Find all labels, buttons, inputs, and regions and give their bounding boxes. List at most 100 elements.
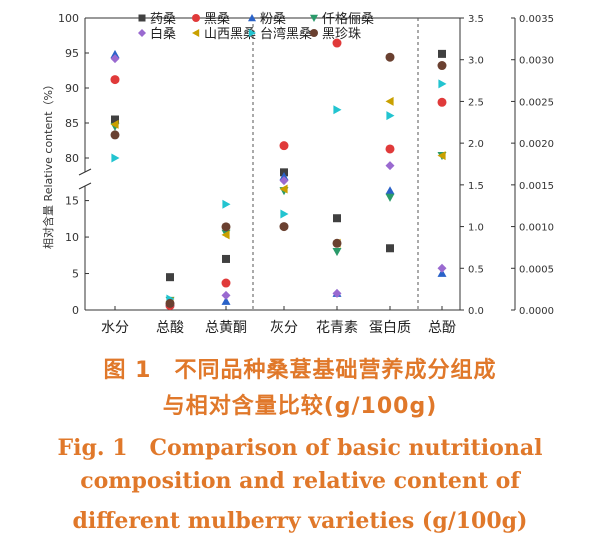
legend-label: 白桑 (150, 26, 176, 42)
legend-label: 药桑 (150, 12, 176, 27)
right2-tick-label: 0.0010 (519, 223, 554, 234)
data-point (110, 49, 120, 58)
data-point (385, 161, 395, 171)
right1-tick-label: 0.0 (468, 306, 484, 317)
caption-cn-line1: 图 1 不同品种桑葚基础营养成分组成 (103, 358, 497, 383)
data-point (386, 111, 395, 121)
right2-tick-label: 0.0005 (519, 264, 554, 275)
data-point (111, 115, 119, 124)
data-point (221, 230, 230, 240)
legend-marker (310, 14, 318, 22)
data-point (221, 278, 231, 288)
right1-tick-label: 3.5 (468, 14, 484, 25)
left-tick-label: 10 (65, 231, 79, 244)
data-point (166, 273, 174, 282)
legend-marker (310, 29, 318, 37)
caption-en-line2: composition and relative content of (80, 468, 520, 494)
left-tick-label: 15 (65, 195, 79, 208)
right2-tick-label: 0.0015 (519, 181, 554, 192)
data-point (221, 222, 231, 232)
data-point (110, 75, 120, 85)
data-point (110, 119, 119, 129)
chart: 80 85 90 95 100 0 5 10 15 0.0 0.5 1.0 1.5 2.0 2.5 3.0 3.… (41, 11, 554, 336)
data-point (385, 186, 395, 195)
data-point (279, 176, 289, 186)
axis-break-mark (78, 168, 92, 176)
data-point (222, 199, 231, 209)
x-tick-label: 花青素 (316, 320, 358, 336)
data-point (437, 263, 447, 273)
data-point (111, 153, 120, 163)
left-tick-label: 80 (65, 152, 79, 165)
right2-tick-label: 0.0000 (519, 306, 554, 317)
legend-marker (248, 29, 256, 37)
legend-label: 粉桑 (260, 12, 286, 27)
legend-marker (192, 14, 200, 22)
right1-tick-label: 0.5 (468, 264, 484, 275)
legend-marker (192, 29, 200, 37)
right1-tick-label: 2.0 (468, 139, 484, 150)
data-point (279, 141, 289, 151)
data-point (333, 105, 342, 115)
x-tick-label: 灰分 (270, 320, 298, 336)
caption-en-line3: different mulberry varieties (g/100g) (72, 508, 528, 534)
x-tick-label: 总酸 (156, 320, 184, 336)
right1-tick-label: 1.0 (468, 223, 484, 234)
legend-label: 黑桑 (204, 12, 230, 27)
right2-tick-label: 0.0030 (519, 56, 554, 67)
legend-marker (138, 14, 146, 22)
data-point (437, 268, 447, 277)
left-tick-label: 85 (65, 117, 79, 130)
data-point (332, 248, 342, 257)
data-point (279, 184, 288, 194)
data-point (437, 61, 447, 71)
data-point (385, 193, 395, 202)
data-point (438, 49, 446, 58)
data-point (385, 52, 395, 62)
right2-tick-label: 0.0020 (519, 139, 554, 150)
left-tick-label: 95 (65, 47, 79, 60)
caption-en-line1: Fig. 1 Comparison of basic nutritional (57, 435, 543, 461)
data-point (221, 290, 231, 300)
data-point (280, 209, 289, 219)
legend-label: 仟格俪桑 (322, 11, 374, 27)
data-point (110, 54, 120, 64)
caption-cn-line2: 与相对含量比较(g/100g) (162, 394, 438, 419)
data-point (386, 244, 394, 253)
right1-tick-label: 2.5 (468, 97, 484, 108)
right2-tick-label: 0.0035 (519, 14, 554, 25)
data-point (110, 130, 120, 140)
data-point (438, 79, 447, 89)
legend-label: 黑珍珠 (322, 27, 361, 42)
left-tick-label: 100 (58, 12, 79, 25)
legend-marker (138, 29, 146, 37)
left-tick-label: 90 (65, 82, 79, 95)
data-point (437, 97, 447, 107)
data-point (333, 214, 341, 223)
right1-tick-label: 1.5 (468, 181, 484, 192)
right2-tick-label: 0.0025 (519, 97, 554, 108)
legend-label: 台湾黑桑 (260, 26, 312, 42)
data-point (165, 298, 175, 308)
x-tick-label: 水分 (101, 320, 129, 336)
left-tick-label: 0 (72, 304, 79, 317)
data-point (332, 288, 342, 298)
legend-marker (248, 14, 256, 22)
left-tick-label: 5 (72, 268, 79, 281)
y-axis-label: 相对含量 Relative content（%） (41, 79, 55, 249)
legend-label: 山西黑桑 (204, 27, 256, 42)
data-point (279, 222, 289, 232)
axis-break-mark (78, 182, 92, 190)
data-point (279, 172, 289, 181)
data-point (332, 238, 342, 248)
x-tick-label: 总酚 (428, 320, 456, 336)
x-tick-label: 蛋白质 (369, 320, 411, 336)
x-tick-label: 总黄酮 (205, 319, 247, 336)
data-point (385, 144, 395, 154)
data-point (221, 296, 231, 305)
right1-tick-label: 3.0 (468, 56, 484, 67)
data-point (332, 38, 342, 48)
data-point (437, 151, 446, 161)
data-point (222, 254, 230, 263)
data-point (385, 96, 394, 106)
